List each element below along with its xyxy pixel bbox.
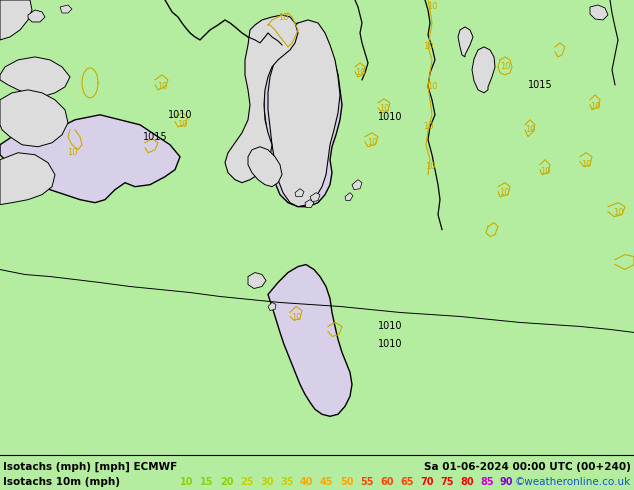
Text: 10: 10 — [378, 104, 389, 113]
Text: 35: 35 — [280, 477, 294, 487]
Polygon shape — [345, 193, 353, 201]
Polygon shape — [248, 272, 266, 289]
Text: 10: 10 — [355, 69, 365, 77]
Polygon shape — [310, 193, 320, 202]
Text: 1010: 1010 — [378, 112, 402, 122]
Text: Isotachs 10m (mph): Isotachs 10m (mph) — [3, 477, 120, 487]
Polygon shape — [268, 265, 352, 416]
Polygon shape — [268, 20, 340, 207]
Text: 10: 10 — [525, 125, 535, 134]
Text: 45: 45 — [320, 477, 333, 487]
Text: 10: 10 — [157, 82, 167, 91]
Text: 10: 10 — [177, 120, 187, 129]
Text: 10: 10 — [427, 82, 437, 91]
Polygon shape — [352, 180, 362, 190]
Polygon shape — [458, 27, 473, 57]
Text: 1015: 1015 — [143, 132, 167, 142]
Polygon shape — [0, 0, 32, 40]
Text: 80: 80 — [460, 477, 474, 487]
Text: 75: 75 — [440, 477, 453, 487]
Text: ©weatheronline.co.uk: ©weatheronline.co.uk — [515, 477, 631, 487]
Text: 10: 10 — [612, 208, 623, 217]
Polygon shape — [590, 5, 608, 20]
Text: Isotachs (mph) [mph] ECMWF: Isotachs (mph) [mph] ECMWF — [3, 462, 178, 472]
Text: 10: 10 — [291, 313, 301, 322]
Polygon shape — [305, 199, 314, 208]
Text: 40: 40 — [300, 477, 313, 487]
Text: 1010: 1010 — [168, 110, 192, 120]
Polygon shape — [248, 147, 282, 187]
Text: 90: 90 — [500, 477, 514, 487]
Polygon shape — [0, 153, 55, 205]
Polygon shape — [264, 23, 342, 207]
Text: 10: 10 — [425, 162, 436, 171]
Text: 10: 10 — [427, 2, 437, 11]
Text: 15: 15 — [200, 477, 214, 487]
Text: 55: 55 — [360, 477, 373, 487]
Polygon shape — [258, 50, 330, 195]
Text: 10: 10 — [180, 477, 193, 487]
Text: 70: 70 — [420, 477, 434, 487]
Polygon shape — [472, 47, 495, 93]
Polygon shape — [28, 10, 45, 22]
Text: 10: 10 — [581, 160, 592, 169]
Polygon shape — [0, 57, 70, 97]
Text: 10: 10 — [590, 102, 600, 111]
Text: 10: 10 — [540, 167, 550, 176]
Text: 85: 85 — [480, 477, 494, 487]
Text: 10: 10 — [499, 188, 509, 197]
Text: 10: 10 — [500, 62, 510, 72]
Text: 60: 60 — [380, 477, 394, 487]
Polygon shape — [225, 15, 298, 183]
Polygon shape — [0, 90, 68, 147]
Polygon shape — [295, 189, 304, 196]
Text: 65: 65 — [400, 477, 413, 487]
Text: 10: 10 — [366, 138, 377, 147]
Text: 20: 20 — [220, 477, 233, 487]
Text: 1015: 1015 — [527, 80, 552, 90]
Text: 50: 50 — [340, 477, 354, 487]
Text: 30: 30 — [260, 477, 273, 487]
Text: 1010: 1010 — [378, 321, 402, 331]
Text: Sa 01-06-2024 00:00 UTC (00+240): Sa 01-06-2024 00:00 UTC (00+240) — [424, 462, 631, 472]
Polygon shape — [60, 5, 72, 13]
Text: 10: 10 — [423, 122, 433, 131]
Polygon shape — [268, 302, 276, 311]
Polygon shape — [0, 115, 180, 203]
Text: 10: 10 — [423, 43, 433, 51]
Text: 1010: 1010 — [378, 340, 402, 349]
Text: 25: 25 — [240, 477, 254, 487]
Text: 10: 10 — [67, 148, 77, 157]
Text: 10: 10 — [278, 13, 288, 23]
